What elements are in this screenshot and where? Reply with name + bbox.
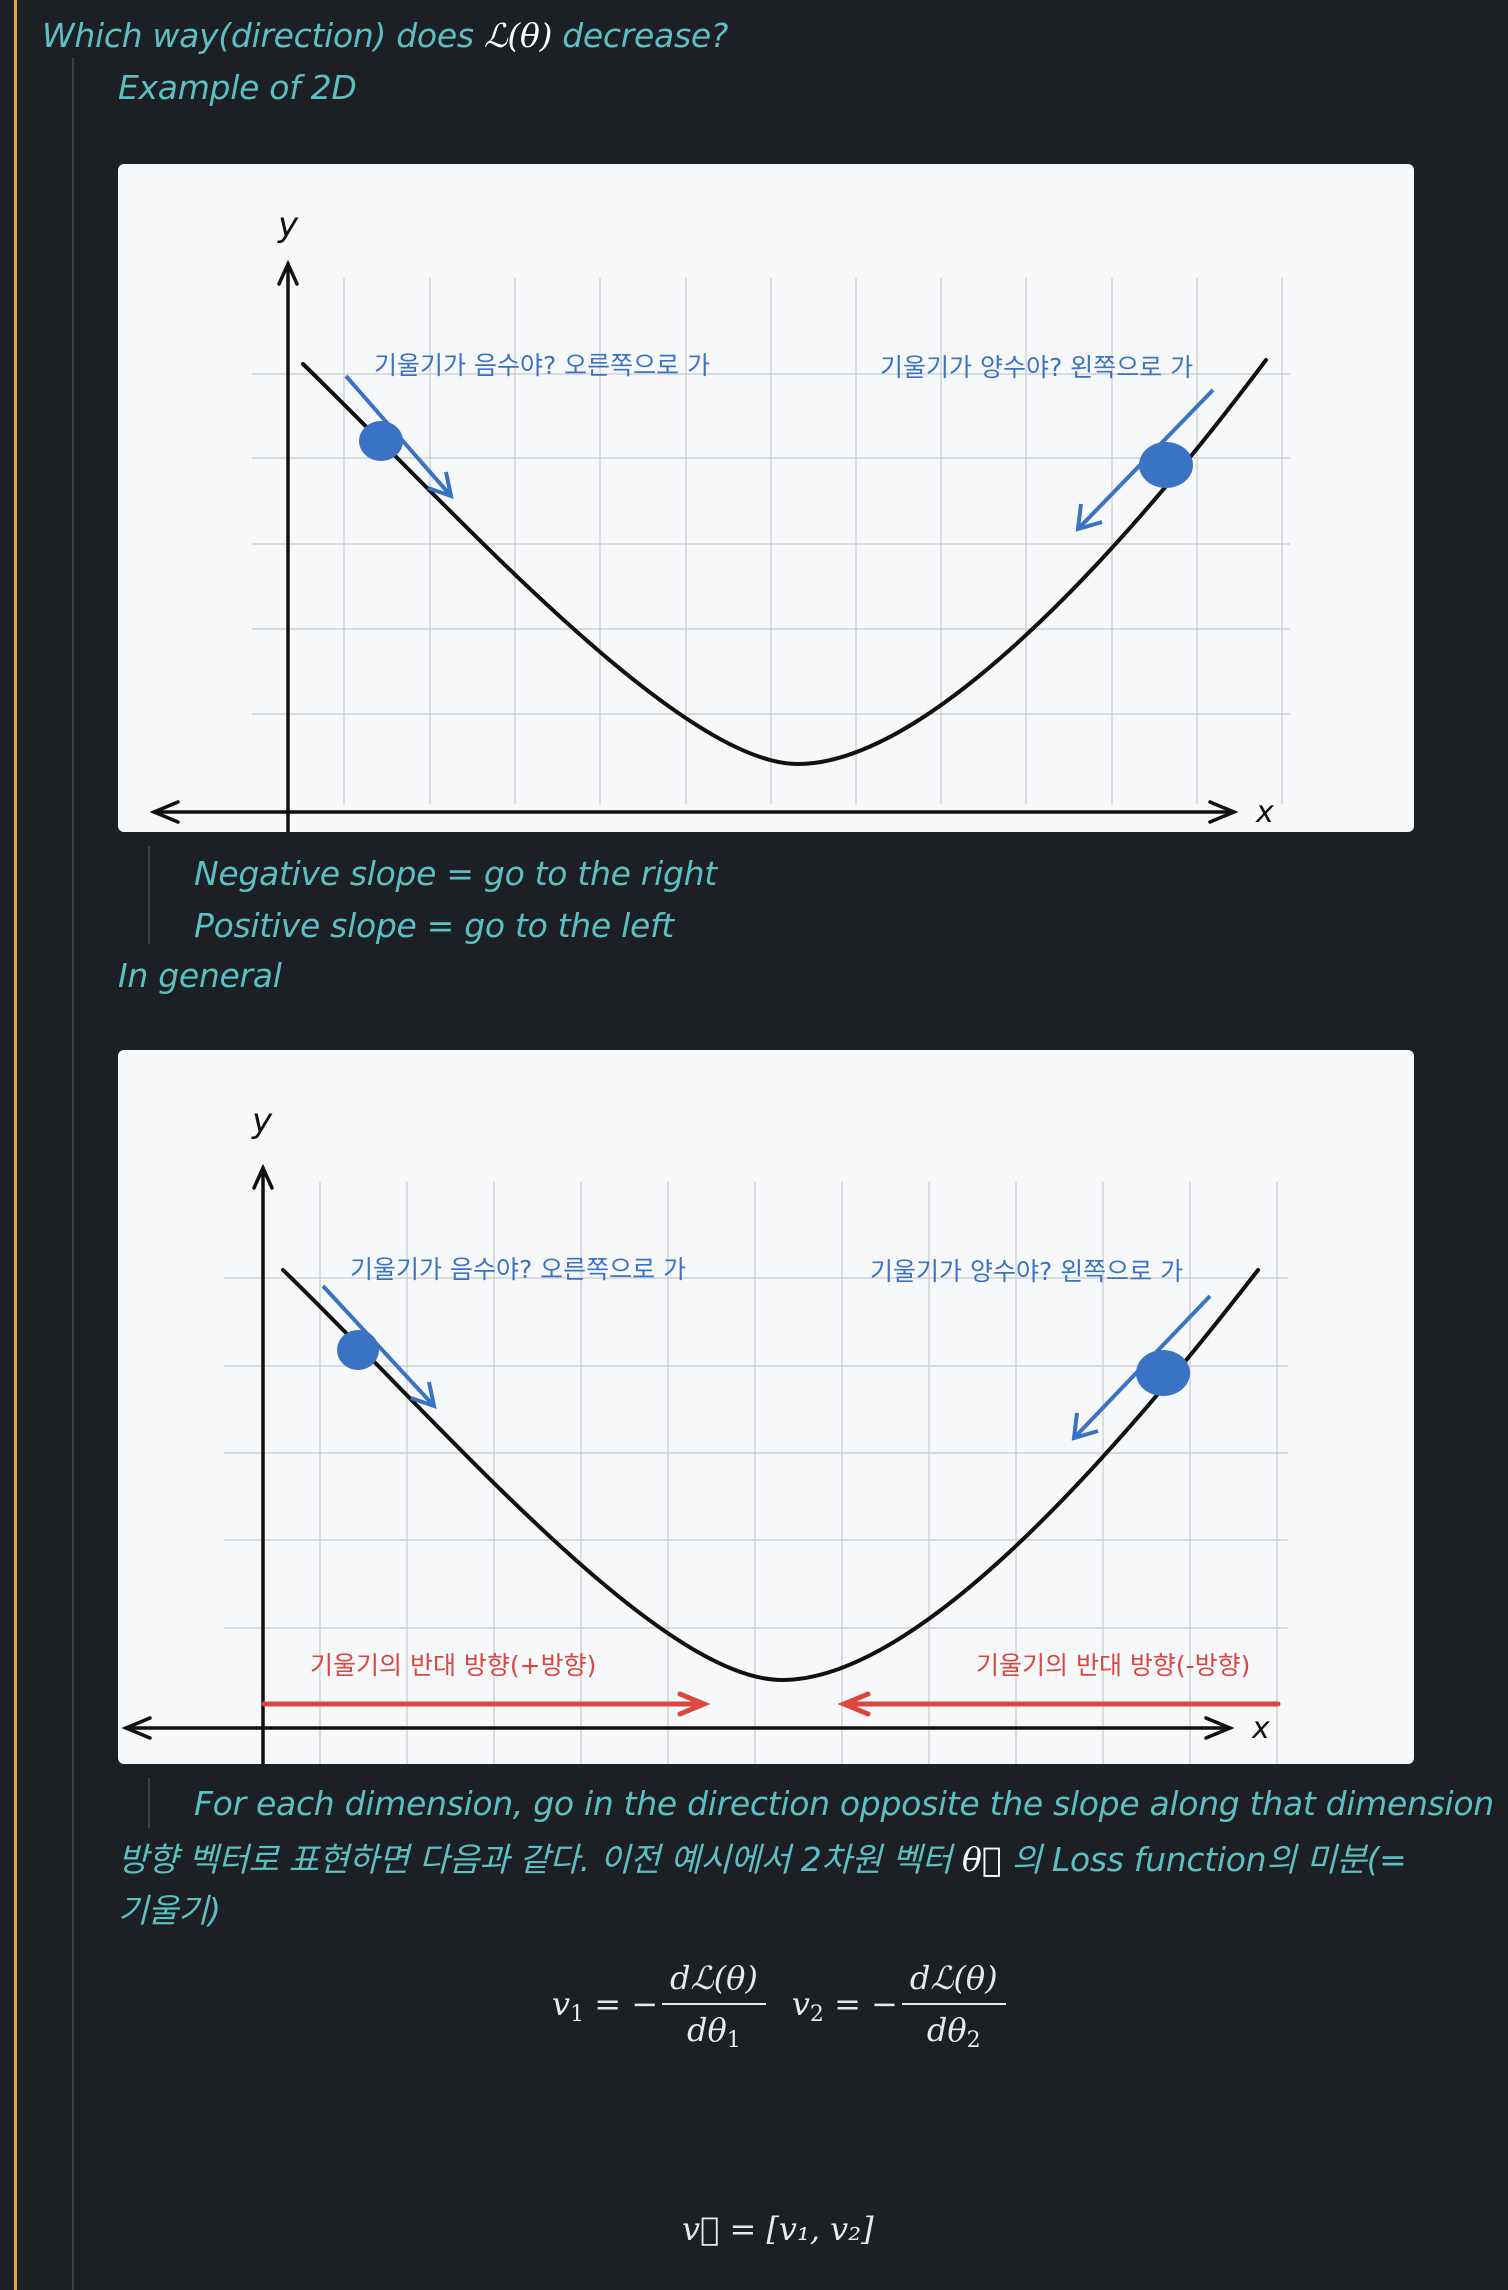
vector-note: 방향 벡터로 표현하면 다음과 같다. 이전 예시에서 2차원 벡터 θ⃗ 의 … [118, 1840, 1407, 1930]
right-direction-label: 기울기의 반대 방향(-방향) [976, 1651, 1250, 1680]
left-ball-arrow [321, 1284, 437, 1410]
left-annotation: 기울기가 음수야? 오른쪽으로 가 [350, 1255, 686, 1284]
dimension-note-rule [148, 1778, 150, 1828]
nested-quote-rule [72, 58, 74, 2290]
left-ball-arrow [344, 374, 454, 500]
v2-term: v2 = − [791, 1985, 898, 2027]
slope-note-negative: Negative slope = go to the right [194, 854, 717, 893]
v2-fraction: dℒ(θ) dθ2 [901, 1959, 1006, 2053]
example-heading: Example of 2D [118, 68, 357, 107]
right-annotation: 기울기가 양수야? 왼쪽으로 가 [880, 353, 1193, 382]
x-axis-label: x [1251, 1711, 1270, 1746]
right-annotation: 기울기가 양수야? 왼쪽으로 가 [870, 1257, 1183, 1286]
v1-fraction: dℒ(θ) dθ1 [662, 1959, 766, 2053]
right-ball-arrow [1071, 1294, 1212, 1441]
dimension-note: For each dimension, go in the direction … [194, 1784, 1494, 1823]
loss-curve [281, 1268, 1260, 1683]
vector-formula: v⃗ = [v₁, v₂] [682, 2210, 874, 2248]
slope-notes-rule [148, 846, 150, 944]
x-axis-label: x [1255, 795, 1274, 830]
right-ball-arrow [1075, 388, 1215, 532]
axes [121, 1163, 1235, 1764]
y-axis-label: y [277, 205, 299, 245]
figure-general: y x 기울기가 음수야? 오른쪽으로 가 기울기가 양수야? 왼쪽으로 가 기… [118, 1050, 1414, 1764]
v1-term: v1 = − [552, 1985, 659, 2027]
in-general-heading: In general [118, 956, 282, 995]
negative-direction-arrow [837, 1691, 1281, 1717]
left-annotation: 기울기가 음수야? 오른쪽으로 가 [374, 351, 710, 380]
slope-note-positive: Positive slope = go to the left [194, 906, 674, 945]
figure-2d-example: y x 기울기가 음수야? 오른쪽으로 가 기울기가 양수야? 왼쪽으로 가 [118, 164, 1414, 832]
grid [252, 278, 1290, 804]
callout-accent-bar [14, 0, 17, 2290]
question-heading: Which way(direction) does ℒ(θ) decrease? [42, 16, 729, 55]
left-direction-label: 기울기의 반대 방향(+방향) [310, 1651, 596, 1680]
y-axis-label: y [251, 1101, 273, 1141]
loss-curve [301, 358, 1268, 767]
gradient-formula: v1 = − dℒ(θ) dθ1 v2 = − dℒ(θ) dθ2 [552, 1956, 1010, 2056]
axes [149, 259, 1239, 832]
positive-direction-arrow [261, 1691, 711, 1717]
